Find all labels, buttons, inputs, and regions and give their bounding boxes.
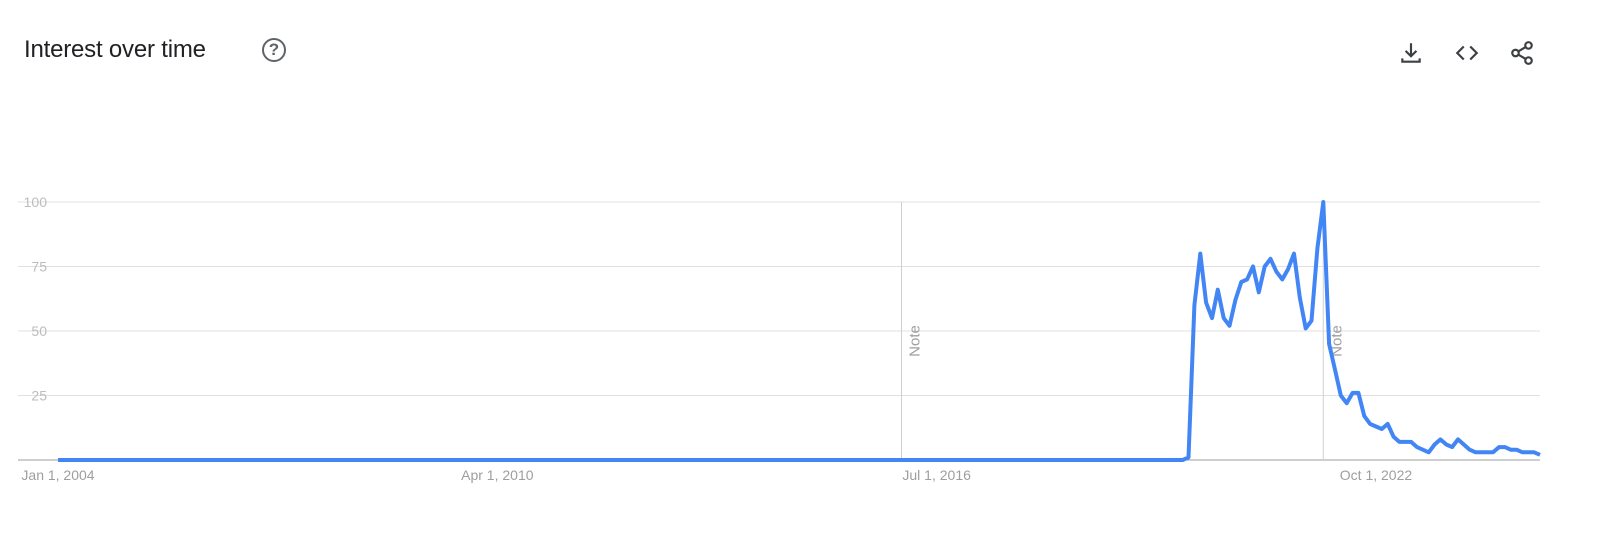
x-tick-label: Oct 1, 2022 (1340, 467, 1413, 483)
code-icon[interactable] (1454, 40, 1480, 66)
chart-title: Interest over time (24, 36, 206, 63)
series-line (58, 200, 1541, 462)
y-tick-label: 25 (31, 388, 47, 404)
help-circle-icon[interactable]: ? (262, 38, 286, 62)
y-tick-label: 100 (24, 194, 48, 210)
y-tick-label: 75 (31, 259, 47, 275)
download-icon[interactable] (1398, 40, 1424, 66)
y-tick-label: 50 (31, 323, 47, 339)
note-label: Note (907, 325, 924, 357)
x-tick-label: Jan 1, 2004 (21, 467, 94, 483)
share-icon[interactable] (1509, 40, 1535, 66)
note-label: Note (1328, 325, 1345, 357)
x-tick-label: Jul 1, 2016 (902, 467, 971, 483)
x-tick-label: Apr 1, 2010 (461, 467, 534, 483)
